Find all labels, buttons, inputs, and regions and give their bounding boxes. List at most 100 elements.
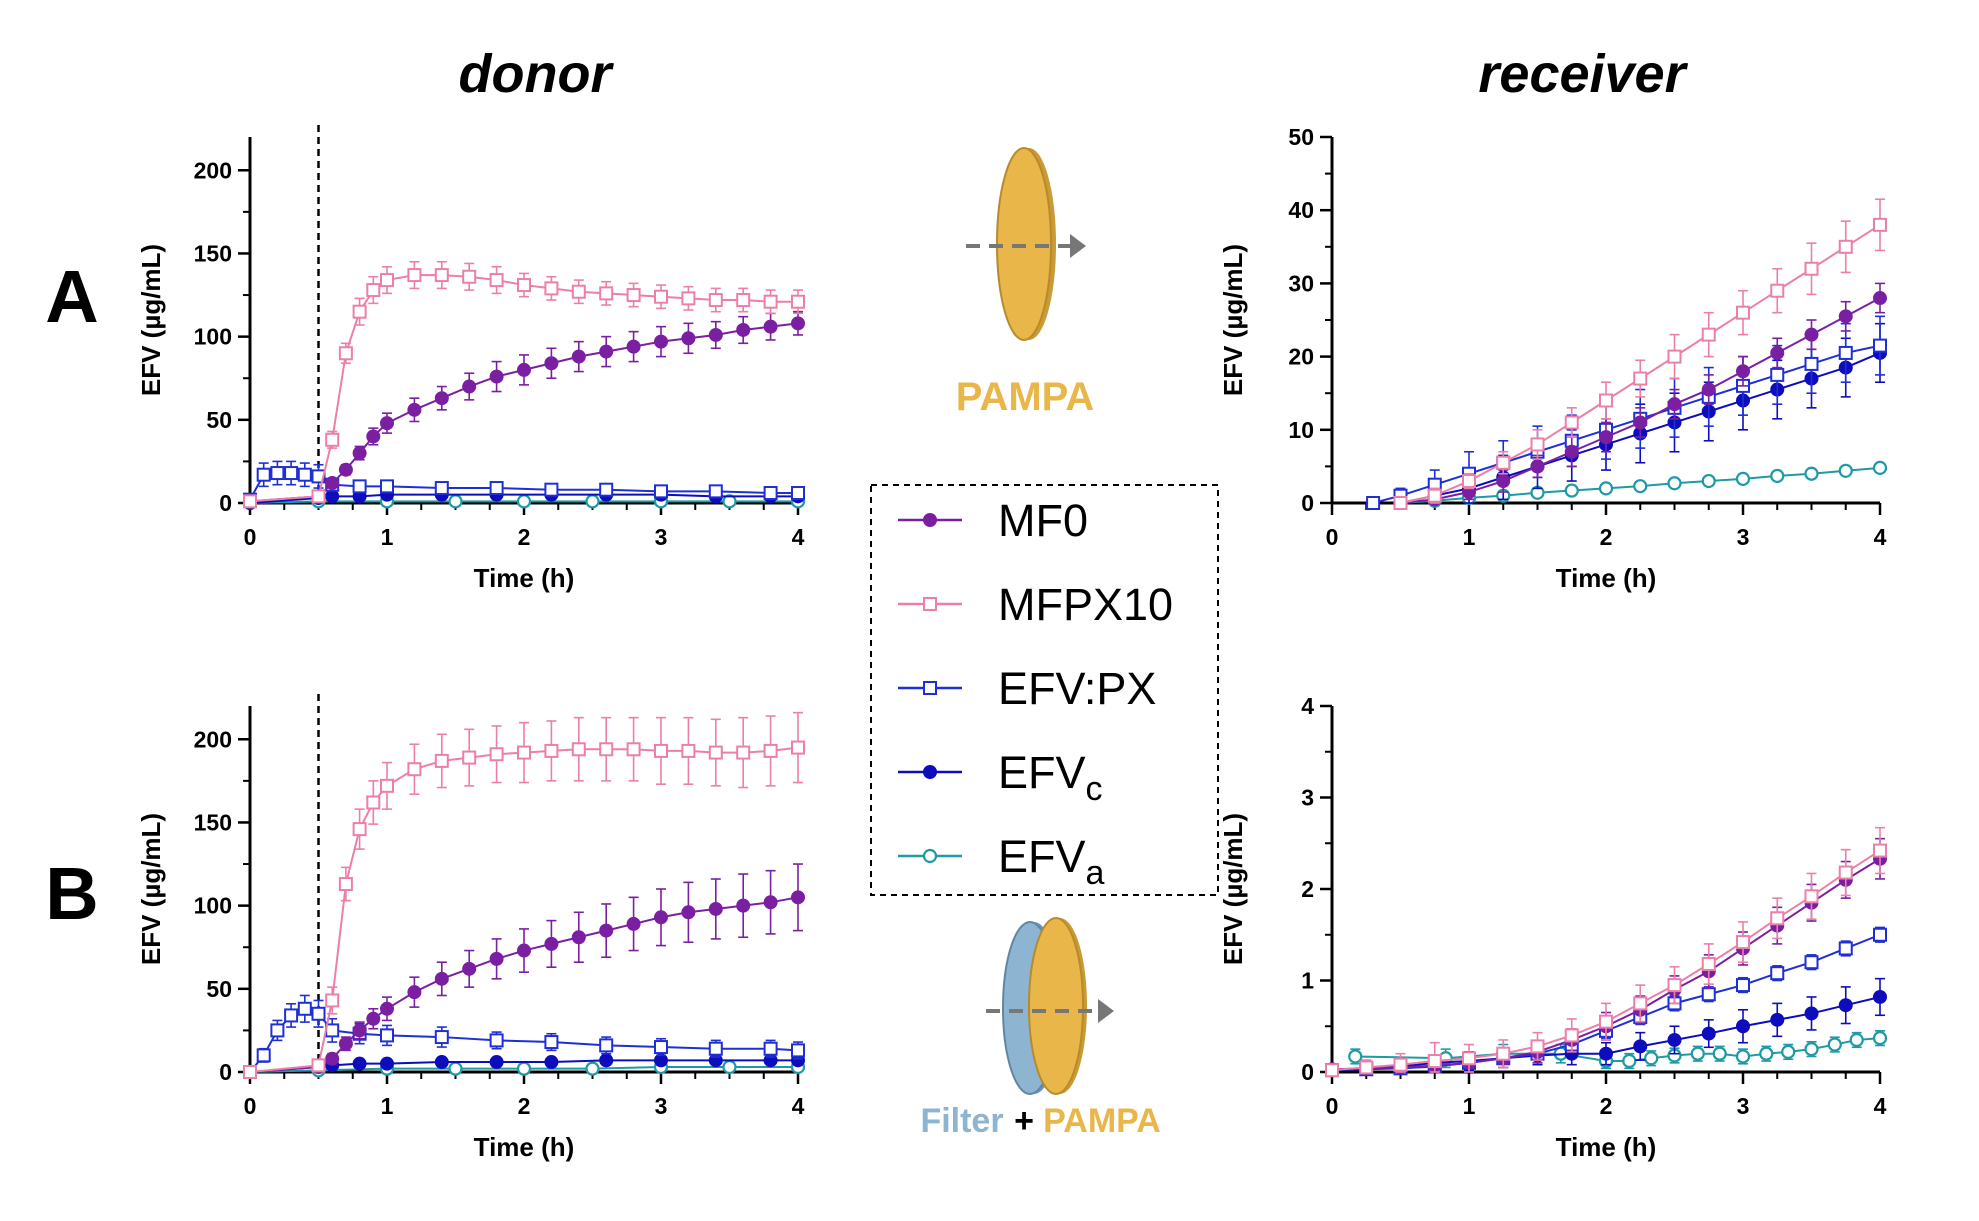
data-point [284,466,299,481]
data-point [1838,998,1853,1013]
data-point [1701,987,1716,1002]
y-tick-label: 4 [1301,693,1314,719]
data-point [736,745,751,760]
x-tick-label: 3 [655,524,668,550]
data-point [736,898,751,913]
data-point [297,1001,312,1016]
data-point [585,494,600,509]
data-point [366,283,381,298]
legend-label: EFVc [998,747,1103,808]
y-tick-label: 50 [206,407,232,433]
data-point [352,479,367,494]
data-point [366,795,381,810]
data-point [763,1041,778,1056]
data-point [1530,459,1545,474]
legend-label: MF0 [998,495,1088,546]
data-point [1873,989,1887,1004]
plus-sign: + [1014,1102,1034,1140]
y-tick-label: 100 [194,893,232,919]
x-axis-label: Time (h) [474,563,575,593]
y-tick-label: 100 [194,324,232,350]
legend-label: MFPX10 [998,579,1173,630]
data-point [462,379,477,394]
data-point [338,877,353,892]
data-point [654,289,668,304]
data-point [791,316,805,331]
data-point [1462,474,1476,489]
data-point [1735,1049,1751,1064]
y-tick-label: 2 [1301,876,1314,902]
data-point [448,494,463,509]
x-tick-label: 0 [1326,524,1339,550]
legend-label: EFVa [998,831,1105,892]
data-point [325,1023,340,1038]
series-MF0 [243,310,805,509]
data-point [325,432,340,447]
chart-a-receiver: 0 10 20 30 40 50 0 1 2 3 4 Time (h) EFV (µg/mL) [1218,124,1888,593]
data-point [599,482,614,497]
legend-marker [922,848,938,864]
series-EFVPX [243,994,805,1079]
data-point [1496,455,1511,470]
data-point [1599,1046,1613,1061]
pampa-membrane-icon [966,147,1086,341]
data-point [599,742,614,757]
y-tick-label: 20 [1288,344,1314,370]
pampa-label: PAMPA [956,375,1095,419]
data-point [763,319,778,334]
series-line [249,746,799,1073]
data-point [1770,1012,1785,1027]
data-point [1701,957,1716,972]
data-point [1770,911,1785,926]
data-point [544,482,559,497]
data-point [544,1035,559,1050]
chart-a-donor: 0 50 100 150 200 0 1 2 3 4 Time (h) EFV (µg/mL) [136,125,806,593]
y-tick-label: 0 [1301,490,1314,516]
data-point [380,479,394,494]
x-tick-label: 1 [381,1093,394,1119]
data-point [1427,1054,1442,1069]
x-tick-label: 3 [1737,524,1750,550]
series-MFPX10 [243,711,805,1079]
y-tick-label: 3 [1301,785,1314,811]
series-MFPX10 [1325,826,1887,1078]
data-point [1873,843,1887,858]
data-point [311,1058,326,1073]
data-point [489,481,504,496]
y-tick-label: 0 [219,1059,232,1085]
data-point [1804,327,1819,342]
series-line [249,274,798,503]
data-point [489,273,504,288]
data-point [1393,1057,1408,1072]
legend-item-MFPX10: MFPX10 [898,579,1173,630]
data-point [1781,1044,1796,1059]
data-point [599,1053,614,1068]
donor-header: donor [459,44,615,104]
data-point [380,273,394,288]
data-point [1770,283,1785,298]
y-tick-label: 1 [1301,968,1314,994]
x-tick-label: 4 [792,524,805,550]
data-point [791,1043,805,1058]
data-point [1804,955,1819,970]
data-point [1873,927,1887,942]
data-point [791,486,805,501]
data-point [681,905,696,920]
y-tick-label: 30 [1288,270,1314,296]
filter-pampa-icon [986,917,1114,1095]
data-point [352,1056,367,1071]
data-point [284,1008,299,1023]
filter-label: Filter [920,1102,1003,1140]
data-point [571,930,586,945]
data-point [1804,466,1819,481]
data-point [1770,345,1785,360]
data-point [654,910,668,925]
data-point [763,486,778,501]
data-point [352,304,367,319]
data-point [1770,468,1785,484]
data-point [1530,437,1545,452]
data-point [722,1059,737,1075]
y-tick-label: 10 [1288,417,1314,443]
data-point [1770,367,1785,382]
